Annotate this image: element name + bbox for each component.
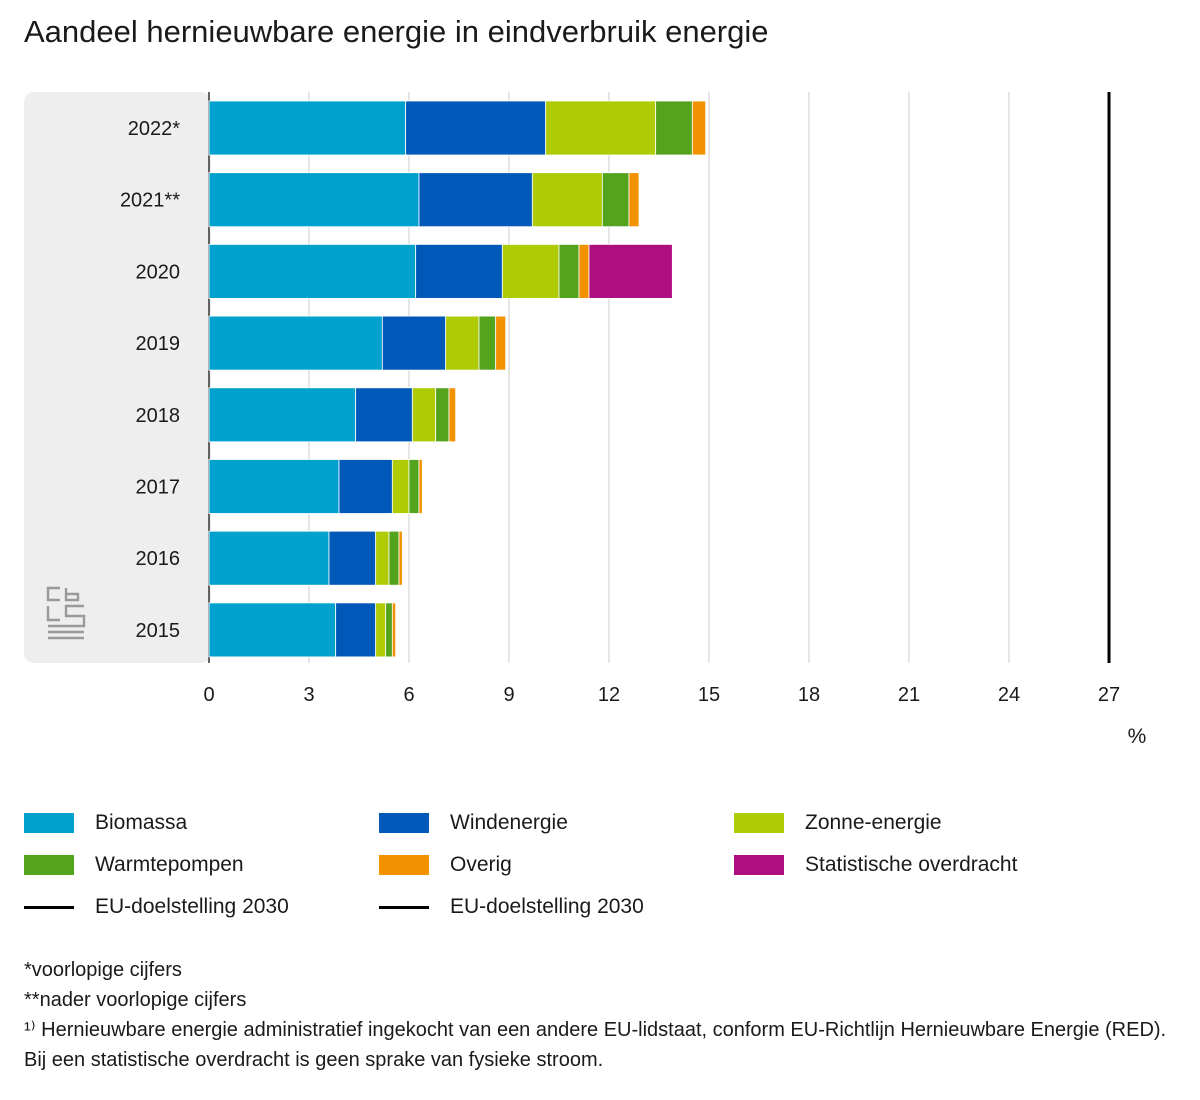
x-tick-label: 27 xyxy=(1098,684,1120,706)
bar-segment xyxy=(335,602,377,658)
bar-segment xyxy=(408,459,420,514)
bar-segment xyxy=(208,387,357,443)
legend-label: Zonne-energie xyxy=(805,811,942,834)
footnote-statistical-transfer: ¹⁾ Hernieuwbare energie administratief i… xyxy=(24,1019,1167,1071)
legend-swatch xyxy=(24,855,74,875)
bar-segment xyxy=(208,602,337,658)
bar-segment xyxy=(655,100,693,156)
bar-chart: 2022* 2021** 2020 2019 2018 2017 2016 2015 0 3 6 9… xyxy=(24,92,1147,748)
bar-segment xyxy=(411,387,437,443)
bar-segment xyxy=(405,100,547,156)
bar-segment xyxy=(385,602,393,658)
legend-item-warmtepompen: Warmtepompen xyxy=(24,848,244,882)
bar-segment xyxy=(501,243,560,299)
legend-label: Biomassa xyxy=(95,811,188,834)
bar-segment xyxy=(391,602,397,658)
bar-segment xyxy=(208,100,407,156)
bar-segment xyxy=(445,315,480,371)
category-label: 2021** xyxy=(120,190,180,212)
bar-segment xyxy=(448,387,457,443)
bar-segment xyxy=(388,530,400,586)
bar-segment xyxy=(208,315,383,371)
legend-swatch xyxy=(734,813,784,833)
bar-segment xyxy=(208,243,417,299)
bar-segment xyxy=(601,172,630,228)
legend-item-eu-doelstelling: EU-doelstelling 2030 xyxy=(379,890,644,924)
bar-segment xyxy=(398,530,403,586)
x-tick-label: 18 xyxy=(798,684,820,706)
legend-item-statistische-overdracht: Statistische overdracht xyxy=(734,848,1017,882)
bar-segment xyxy=(208,530,330,586)
bar-segment xyxy=(375,530,390,586)
category-label: 2022* xyxy=(128,118,180,140)
x-tick-label: 9 xyxy=(503,684,514,706)
bar-segment xyxy=(328,530,377,586)
bar-segment xyxy=(355,387,413,443)
bar-segment xyxy=(628,172,640,228)
bar-segment xyxy=(208,459,340,514)
bar-segment xyxy=(558,243,580,299)
legend-label: Warmtepompen xyxy=(95,853,244,876)
legend-label: EU-doelstelling 2030 xyxy=(95,895,289,918)
category-label: 2016 xyxy=(136,548,181,570)
x-tick-label: 0 xyxy=(203,684,214,706)
chart-title: Aandeel hernieuwbare energie in eindverb… xyxy=(24,14,769,49)
legend-swatch xyxy=(379,813,429,833)
category-label: 2017 xyxy=(136,477,181,499)
bar-segment xyxy=(418,172,533,228)
x-tick-label: 3 xyxy=(303,684,314,706)
legend-item-zonne-energie: Zonne-energie xyxy=(734,806,942,840)
x-tick-label: 6 xyxy=(403,684,414,706)
legend-line xyxy=(24,905,74,909)
category-label: 2019 xyxy=(136,333,181,355)
bar-segment xyxy=(208,172,420,228)
bar-segment xyxy=(478,315,497,371)
bars xyxy=(208,92,1111,663)
legend-item-windenergie: Windenergie xyxy=(379,806,568,840)
legend-swatch xyxy=(24,813,74,833)
bar-segment xyxy=(391,459,410,514)
legend-item-overig: Overig xyxy=(379,848,512,882)
bar-segment xyxy=(381,315,447,371)
legend-swatch xyxy=(379,855,429,875)
x-tick-label: 15 xyxy=(698,684,720,706)
legend-label: Statistische overdracht xyxy=(805,853,1018,876)
category-band xyxy=(24,92,211,663)
footnote-more-preliminary: **nader voorlopige cijfers xyxy=(24,989,247,1011)
bar-segment xyxy=(338,459,393,514)
bar-segment xyxy=(415,243,503,299)
bar-segment xyxy=(495,315,507,371)
category-labels: 2022* 2021** 2020 2019 2018 2017 2016 2015 xyxy=(120,118,180,642)
legend-label: EU-doelstelling 2030 xyxy=(450,895,644,918)
x-tick-label: 21 xyxy=(898,684,920,706)
bar-segment xyxy=(545,100,657,156)
x-tick-label: 24 xyxy=(998,684,1020,706)
category-label: 2018 xyxy=(136,405,181,427)
category-label: 2020 xyxy=(136,261,181,283)
footnotes: *voorlopige cijfers **nader voorlopige c… xyxy=(24,955,1174,1075)
x-tick-label: 12 xyxy=(598,684,620,706)
bar-segment xyxy=(435,387,450,443)
bar-segment xyxy=(418,459,423,514)
bar-segment xyxy=(375,602,387,658)
category-band-background xyxy=(24,92,211,663)
legend-item-eu-doelstelling: EU-doelstelling 2030 xyxy=(24,890,289,924)
category-label: 2015 xyxy=(136,620,181,642)
legend-swatch xyxy=(734,855,784,875)
legend-label: Windenergie xyxy=(450,811,568,834)
x-axis-unit-label: % xyxy=(1128,725,1147,748)
footnote-preliminary: *voorlopige cijfers xyxy=(24,959,182,981)
bar-segment xyxy=(578,243,590,299)
legend-line xyxy=(379,905,429,909)
cbs-logo-icon xyxy=(46,586,86,640)
bar-segment xyxy=(691,100,707,156)
x-tick-labels: 0 3 6 9 12 15 18 21 24 27 xyxy=(203,684,1120,706)
legend-label: Overig xyxy=(450,853,512,876)
legend-item-biomassa: Biomassa xyxy=(24,806,187,840)
bar-segment xyxy=(531,172,603,228)
bar-segment xyxy=(588,243,673,299)
